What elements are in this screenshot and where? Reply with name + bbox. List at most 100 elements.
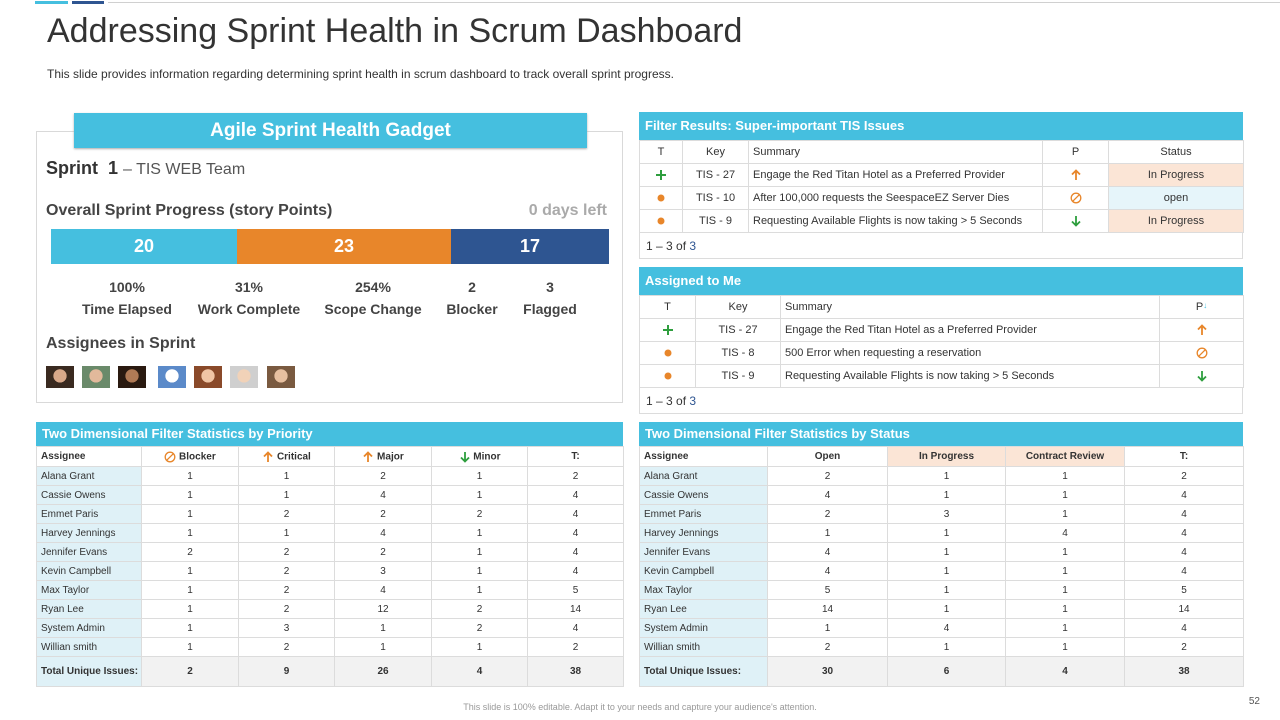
column-header: T: — [527, 446, 624, 467]
progress-segment: 17 — [450, 229, 609, 264]
icon-block — [1196, 347, 1207, 359]
stat-value: 254% — [355, 279, 391, 295]
accent — [35, 1, 68, 4]
value-cell: 1 — [1005, 561, 1125, 581]
value-cell: 3 — [887, 504, 1006, 524]
value-cell: 2 — [431, 504, 528, 524]
priority-cell — [1042, 186, 1109, 210]
summary-cell: Engage the Red Titan Hotel as a Preferre… — [780, 318, 1160, 342]
stat-value: 31% — [234, 279, 264, 295]
type-cell — [639, 186, 683, 210]
page-number: 52 — [1248, 696, 1260, 707]
data-row: System Admin 1 4 1 4 — [639, 618, 1244, 638]
value-cell: 1 — [887, 523, 1006, 543]
icon-shape — [664, 372, 671, 380]
title: Addressing Sprint Health in Scrum Dashbo… — [47, 12, 743, 50]
stat: 2 Blocker — [402, 276, 542, 320]
value-cell: 1 — [1005, 485, 1125, 505]
value-cell: 14 — [527, 599, 624, 619]
avatar — [267, 366, 295, 388]
column-header: T — [639, 295, 696, 319]
assignee-cell: Alana Grant — [639, 466, 768, 486]
icon-shape — [1070, 169, 1081, 181]
assignee-cell: System Admin — [639, 618, 768, 638]
priority-cell — [1159, 341, 1244, 365]
value-cell: 2 — [1124, 466, 1244, 486]
value-cell: 1 — [141, 485, 239, 505]
panel-title: Assigned to Me — [639, 267, 1243, 295]
value-cell: 26 — [334, 656, 432, 687]
icon-shape — [1070, 216, 1081, 227]
value-cell: 4 — [527, 523, 624, 543]
data-row: Jennifer Evans 4 1 1 4 — [639, 542, 1244, 562]
value-cell: 1 — [1005, 618, 1125, 638]
header-row: Assignee Blocker Critical Major Minor T: — [36, 446, 624, 467]
icon-plus — [662, 325, 673, 336]
table-footer: 1 – 3 of 3 — [639, 388, 1243, 414]
icon-shape — [1071, 194, 1080, 202]
value-cell: 1 — [141, 523, 239, 543]
value-cell: 1 — [887, 637, 1006, 657]
icon-down — [1196, 371, 1207, 382]
icon-plus — [656, 170, 666, 181]
value-cell: 1 — [887, 485, 1006, 505]
data-row: Max Taylor 5 1 1 5 — [639, 580, 1244, 600]
assignee-cell: Willian smith — [36, 637, 142, 657]
value-cell: 2 — [527, 637, 624, 657]
total-row: Total Unique Issues: 2 9 26 4 38 — [36, 656, 624, 687]
value-cell: 4 — [334, 580, 432, 600]
value-cell: 1 — [1005, 637, 1125, 657]
progress-segment: 20 — [51, 229, 237, 264]
column-header: Summary — [780, 295, 1160, 319]
value-cell: 1 — [431, 485, 528, 505]
icon-up — [1196, 324, 1207, 336]
icon-shape — [1196, 371, 1207, 382]
avatar — [194, 366, 222, 388]
status-stats: Two Dimensional Filter Statistics by Sta… — [639, 422, 1244, 687]
value-cell: 2 — [141, 656, 239, 687]
stats: 100% Time Elapsed 31% Work Complete 254% Scop… — [46, 276, 606, 320]
data-row: Cassie Owens 4 1 1 4 — [639, 485, 1244, 505]
column-label: Minor — [473, 451, 501, 463]
value-cell: 1 — [141, 561, 239, 581]
value-cell: 4 — [527, 561, 624, 581]
column-label: Assignee — [41, 451, 86, 462]
value-cell: 1 — [887, 580, 1006, 600]
header-row: T Key Summary P Status — [639, 140, 1244, 164]
value-cell: 4 — [1005, 656, 1125, 687]
type-cell — [639, 163, 683, 187]
value-cell: 1 — [431, 561, 528, 581]
issue-table: T Key Summary P Status TIS - 27 Engage the Red… — [639, 140, 1244, 233]
progress-value: 20 — [133, 236, 155, 256]
value-cell: 1 — [141, 637, 239, 657]
value-cell: 5 — [767, 580, 888, 600]
column-label: Critical — [276, 451, 311, 463]
column-header: Blocker — [141, 446, 239, 467]
type-cell — [639, 209, 683, 233]
value-cell: 4 — [767, 485, 888, 505]
value-cell: 1 — [887, 561, 1006, 581]
icon-shape — [662, 325, 673, 336]
column-label: T — [664, 301, 671, 313]
value-cell: 2 — [334, 466, 432, 486]
assignee-cell: Total Unique Issues: — [639, 656, 768, 687]
value-cell: 2 — [238, 504, 335, 524]
rule — [108, 2, 1280, 3]
column-label: Status — [1160, 146, 1192, 158]
avatar — [118, 366, 146, 388]
value-cell: 4 — [1124, 485, 1244, 505]
stat: 254% Scope Change — [303, 276, 443, 320]
priority-cell — [1042, 163, 1109, 187]
progress-value: 23 — [333, 236, 354, 256]
value-cell: 4 — [527, 618, 624, 638]
status-cell: In Progress — [1108, 163, 1244, 187]
column-header: In Progress — [887, 446, 1006, 467]
type-cell — [639, 318, 696, 342]
stats-table: Assignee Blocker Critical Major Minor T: A… — [36, 446, 624, 687]
assignee-cell: Max Taylor — [36, 580, 142, 600]
data-row: Willian smith 1 2 1 1 2 — [36, 637, 624, 657]
header-row: T Key Summary P↓ — [639, 295, 1244, 319]
column-label: T — [657, 146, 665, 158]
summary-cell: Requesting Available Flights is now taki… — [780, 364, 1160, 388]
icon-down — [1070, 216, 1081, 227]
